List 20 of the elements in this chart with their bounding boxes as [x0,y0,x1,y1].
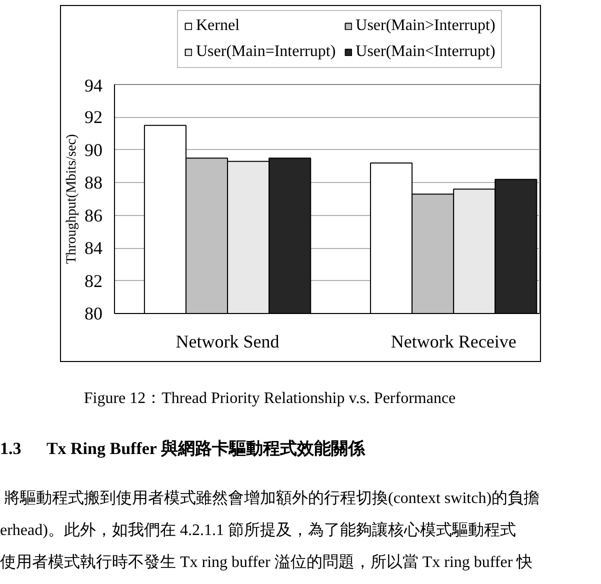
text: 使用者模式執行時不發生 Tx ring buffer 溢位的問題，所以當 Tx ring buffer 快 [0,552,534,573]
legend-label: User(Main>Interrupt) [356,17,496,35]
y-tick-label: 84 [84,238,102,258]
legend-label: User(Main<Interrupt) [356,43,496,61]
legend-label: Kernel [196,17,240,35]
x-tick-label: Network Send [176,332,280,352]
y-tick-label: 94 [84,76,102,96]
y-tick-label: 86 [84,205,102,226]
y-tick-label: 80 [84,304,102,324]
y-tick-label: 88 [84,172,102,193]
text: 將驅動程式搬到使用者模式雖然會增加額外的行程切換(context switch)的負擔 [3,488,540,509]
text: erhead)。此外，如我們在 4.2.1.1 節所提及，為了能夠讓核心模式驅動程式 [0,520,517,541]
legend-label: User(Main=Interrupt) [196,43,336,61]
text: 1.3 Tx Ring Buffer 與網路卡驅動程式效能關係 [0,438,366,460]
caption: Figure 12：Thread Priority Relationship v.s. Performance [82,389,457,409]
y-axis-title: Throughput(Mbits/sec) [64,134,80,264]
y-tick-label: 90 [84,140,102,160]
y-tick-label: 82 [84,270,102,291]
y-tick-label: 92 [84,107,102,128]
x-tick-label: Network Receive [390,332,516,352]
